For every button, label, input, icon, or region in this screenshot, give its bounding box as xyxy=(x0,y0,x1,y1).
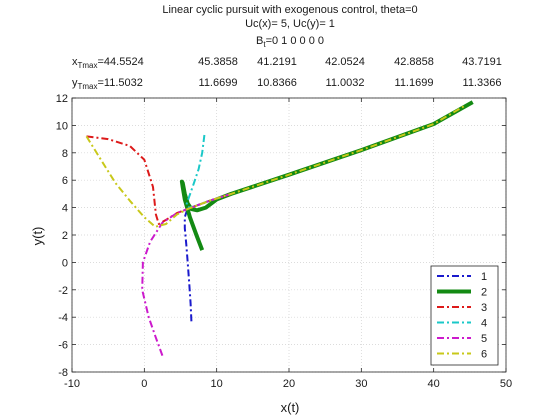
y-tick-label: 6 xyxy=(62,175,68,187)
x-tick-label: 30 xyxy=(355,378,367,390)
chart-header: Linear cyclic pursuit with exogenous con… xyxy=(72,4,502,91)
bt-label: Bt=0 1 0 0 0 0 xyxy=(256,35,324,49)
y-tick-label: 0 xyxy=(62,257,68,269)
bt-label-rest: =0 1 0 0 0 0 xyxy=(266,35,324,47)
xtmax-value: 45.3858 xyxy=(198,56,238,68)
bt-label-base: B xyxy=(256,35,263,47)
xtmax-value: 42.8858 xyxy=(394,56,434,68)
xtmax-label-rest: =44.5524 xyxy=(98,56,144,68)
y-tick-label: -8 xyxy=(58,367,68,379)
ytmax-value: 11.6699 xyxy=(199,77,238,89)
x-axis-label: x(t) xyxy=(281,400,300,415)
ytmax-label: yTmax=11.5032 xyxy=(72,77,143,91)
x-tick-label: -10 xyxy=(64,378,80,390)
chart-title: Linear cyclic pursuit with exogenous con… xyxy=(162,4,417,16)
y-tick-label: 2 xyxy=(62,230,68,242)
y-tick-label: 12 xyxy=(56,93,68,105)
y-tick-label: 4 xyxy=(62,203,68,215)
xtmax-values: 45.3858 41.2191 42.0524 42.8858 43.7191 xyxy=(198,56,502,68)
legend: 1 2 3 4 5 6 xyxy=(430,265,499,366)
y-axis-label: y(t) xyxy=(30,227,45,246)
xtmax-value: 42.0524 xyxy=(325,56,365,68)
legend-label: 3 xyxy=(481,302,487,314)
xtmax-label: xTmax=44.5524 xyxy=(72,56,144,70)
x-tick-label: 0 xyxy=(141,378,147,390)
ytmax-value: 11.3366 xyxy=(463,77,502,89)
bt-label-sub: t xyxy=(263,40,266,49)
ytmax-label-rest: =11.5032 xyxy=(98,77,143,89)
legend-label: 1 xyxy=(481,271,487,283)
legend-label: 6 xyxy=(481,349,487,361)
xtmax-value: 41.2191 xyxy=(257,56,297,68)
legend-box xyxy=(430,265,499,366)
plot-series xyxy=(85,100,474,356)
x-tick-label: 20 xyxy=(283,378,295,390)
ytmax-value: 11.0032 xyxy=(326,77,365,89)
legend-label: 2 xyxy=(481,287,487,299)
y-tick-label: -6 xyxy=(58,340,68,352)
y-tick-label: -2 xyxy=(58,285,68,297)
series-line-3 xyxy=(86,135,232,225)
y-tick-label: -4 xyxy=(58,312,68,324)
ytmax-value: 11.1699 xyxy=(395,77,434,89)
x-tick-label: 40 xyxy=(428,378,440,390)
series-line-6 xyxy=(85,104,467,228)
x-tick-label: 50 xyxy=(500,378,512,390)
y-tick-label: 10 xyxy=(56,120,68,132)
ytmax-value: 10.8366 xyxy=(257,77,297,89)
xtmax-label-base: x xyxy=(72,56,78,68)
ytmax-values: 11.6699 10.8366 11.0032 11.1699 11.3366 xyxy=(199,77,502,89)
series-line-5 xyxy=(141,192,232,356)
xtmax-value: 43.7191 xyxy=(462,56,502,68)
ytmax-label-base: y xyxy=(72,77,78,89)
xtmax-label-sub: Tmax xyxy=(78,61,98,70)
x-tick-label: 10 xyxy=(211,378,223,390)
chart-subtitle-controls: Uc(x)= 5, Uc(y)= 1 xyxy=(245,18,335,30)
legend-label: 5 xyxy=(481,333,487,345)
y-tick-label: 8 xyxy=(62,148,68,160)
legend-label: 4 xyxy=(481,318,487,330)
ytmax-label-sub: Tmax xyxy=(78,82,98,91)
